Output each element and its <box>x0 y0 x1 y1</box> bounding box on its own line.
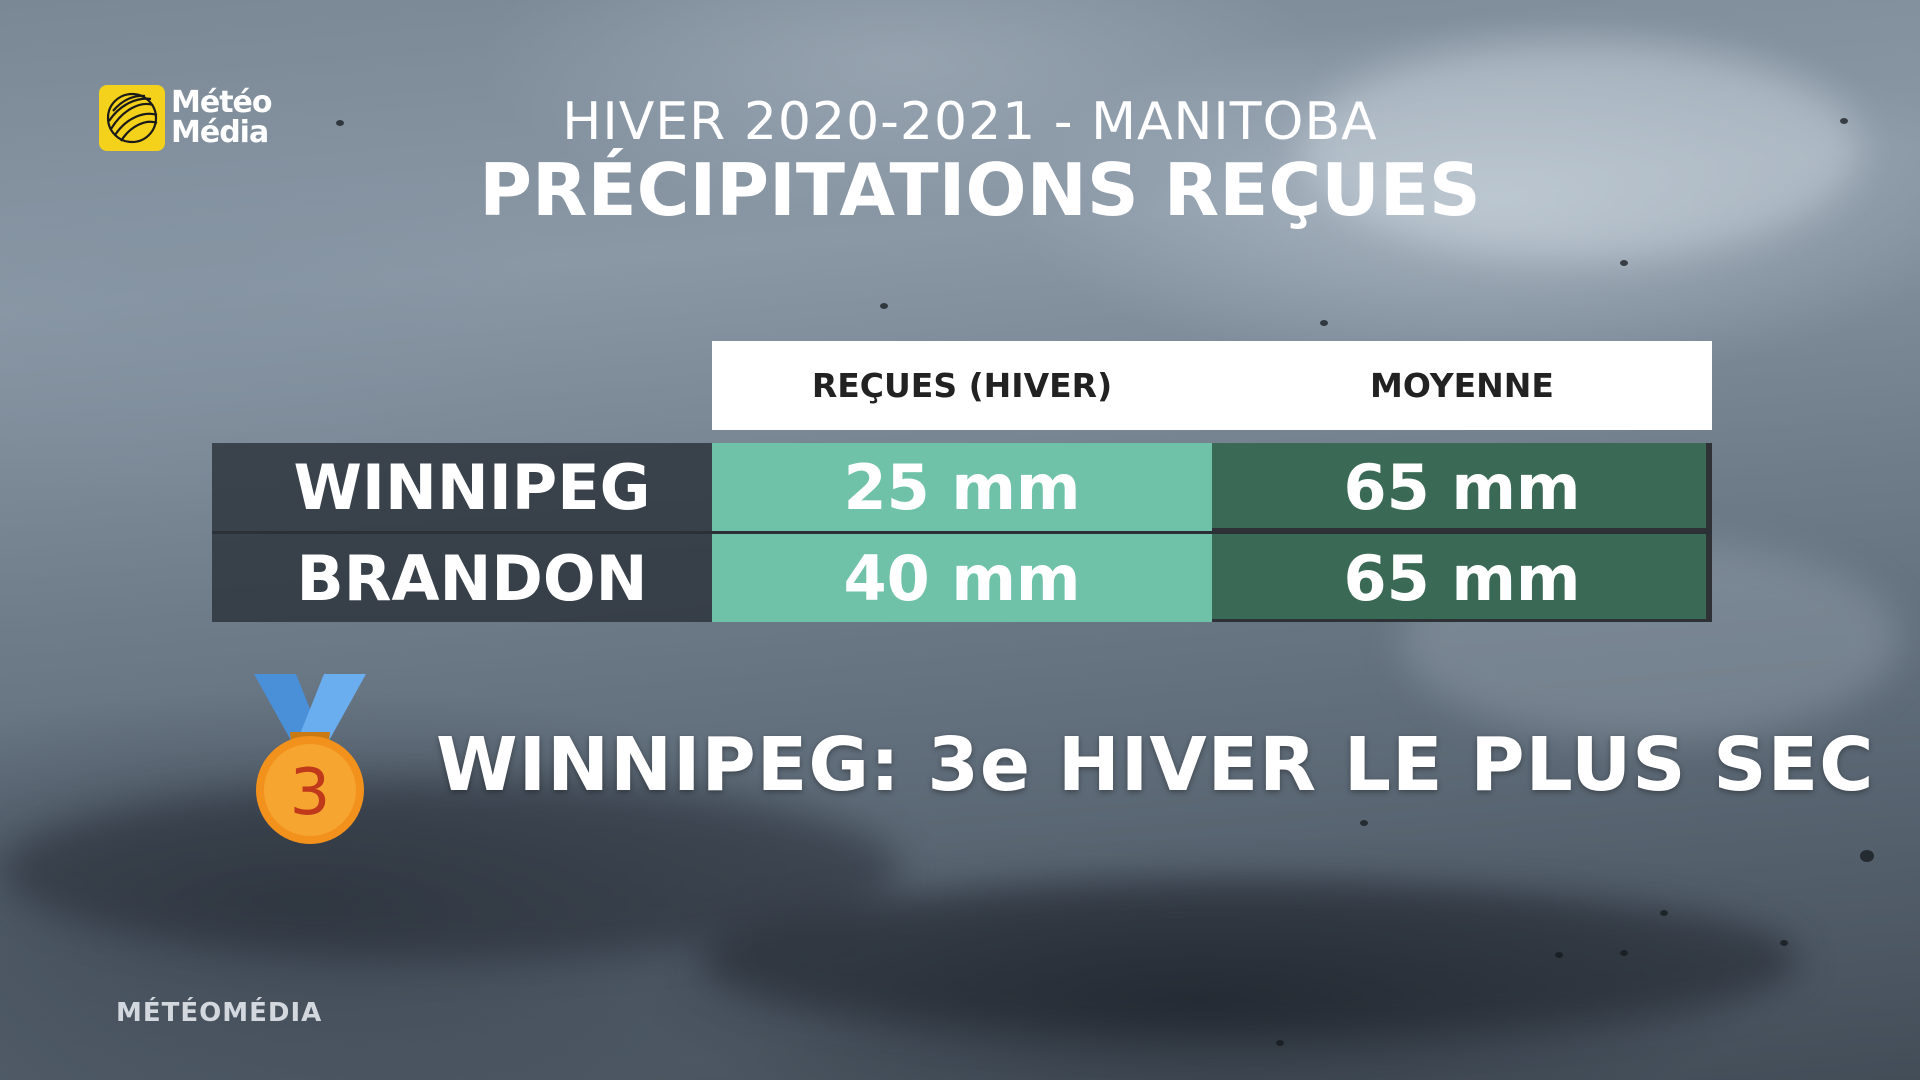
logo-line-2: Média <box>171 115 269 150</box>
globe-logo-icon <box>99 85 165 151</box>
page-subtitle: HIVER 2020-2021 - MANITOBA <box>562 92 1378 152</box>
raindrop <box>1360 820 1368 826</box>
raindrop <box>880 303 888 309</box>
third-place-medal-icon: 3 <box>250 672 370 847</box>
raindrop <box>1860 850 1874 862</box>
watermark: MÉTÉOMÉDIA <box>116 998 323 1028</box>
received-value: 40 mm <box>712 534 1212 622</box>
meteomedia-logo: Météo Média <box>99 85 272 151</box>
logo-wordmark: Météo Média <box>171 88 272 148</box>
raindrop <box>1620 950 1628 956</box>
raindrop <box>1780 940 1788 946</box>
raindrop <box>1660 910 1668 916</box>
table-header: REÇUES (HIVER) MOYENNE <box>712 341 1712 430</box>
headline: WINNIPEG: 3e HIVER LE PLUS SEC <box>436 722 1875 808</box>
city-name: WINNIPEG <box>212 443 712 531</box>
received-value: 25 mm <box>712 443 1212 531</box>
raindrop <box>1840 118 1848 124</box>
background-cloud <box>700 880 1800 1040</box>
average-value: 65 mm <box>1212 534 1712 622</box>
column-header-received: REÇUES (HIVER) <box>811 366 1113 405</box>
column-header-average: MOYENNE <box>1370 366 1554 405</box>
raindrop <box>1320 320 1328 326</box>
table-row: WINNIPEG 25 mm 65 mm <box>212 443 1712 531</box>
city-name: BRANDON <box>212 534 712 622</box>
raindrop <box>336 120 344 126</box>
page-title: PRÉCIPITATIONS REÇUES <box>479 148 1481 232</box>
table-row: BRANDON 40 mm 65 mm <box>212 531 1712 622</box>
logo-line-1: Météo <box>171 85 272 120</box>
raindrop <box>1555 952 1563 958</box>
average-value: 65 mm <box>1212 443 1712 531</box>
raindrop <box>1276 1040 1284 1046</box>
medal-number: 3 <box>290 756 331 830</box>
raindrop <box>1620 260 1628 266</box>
